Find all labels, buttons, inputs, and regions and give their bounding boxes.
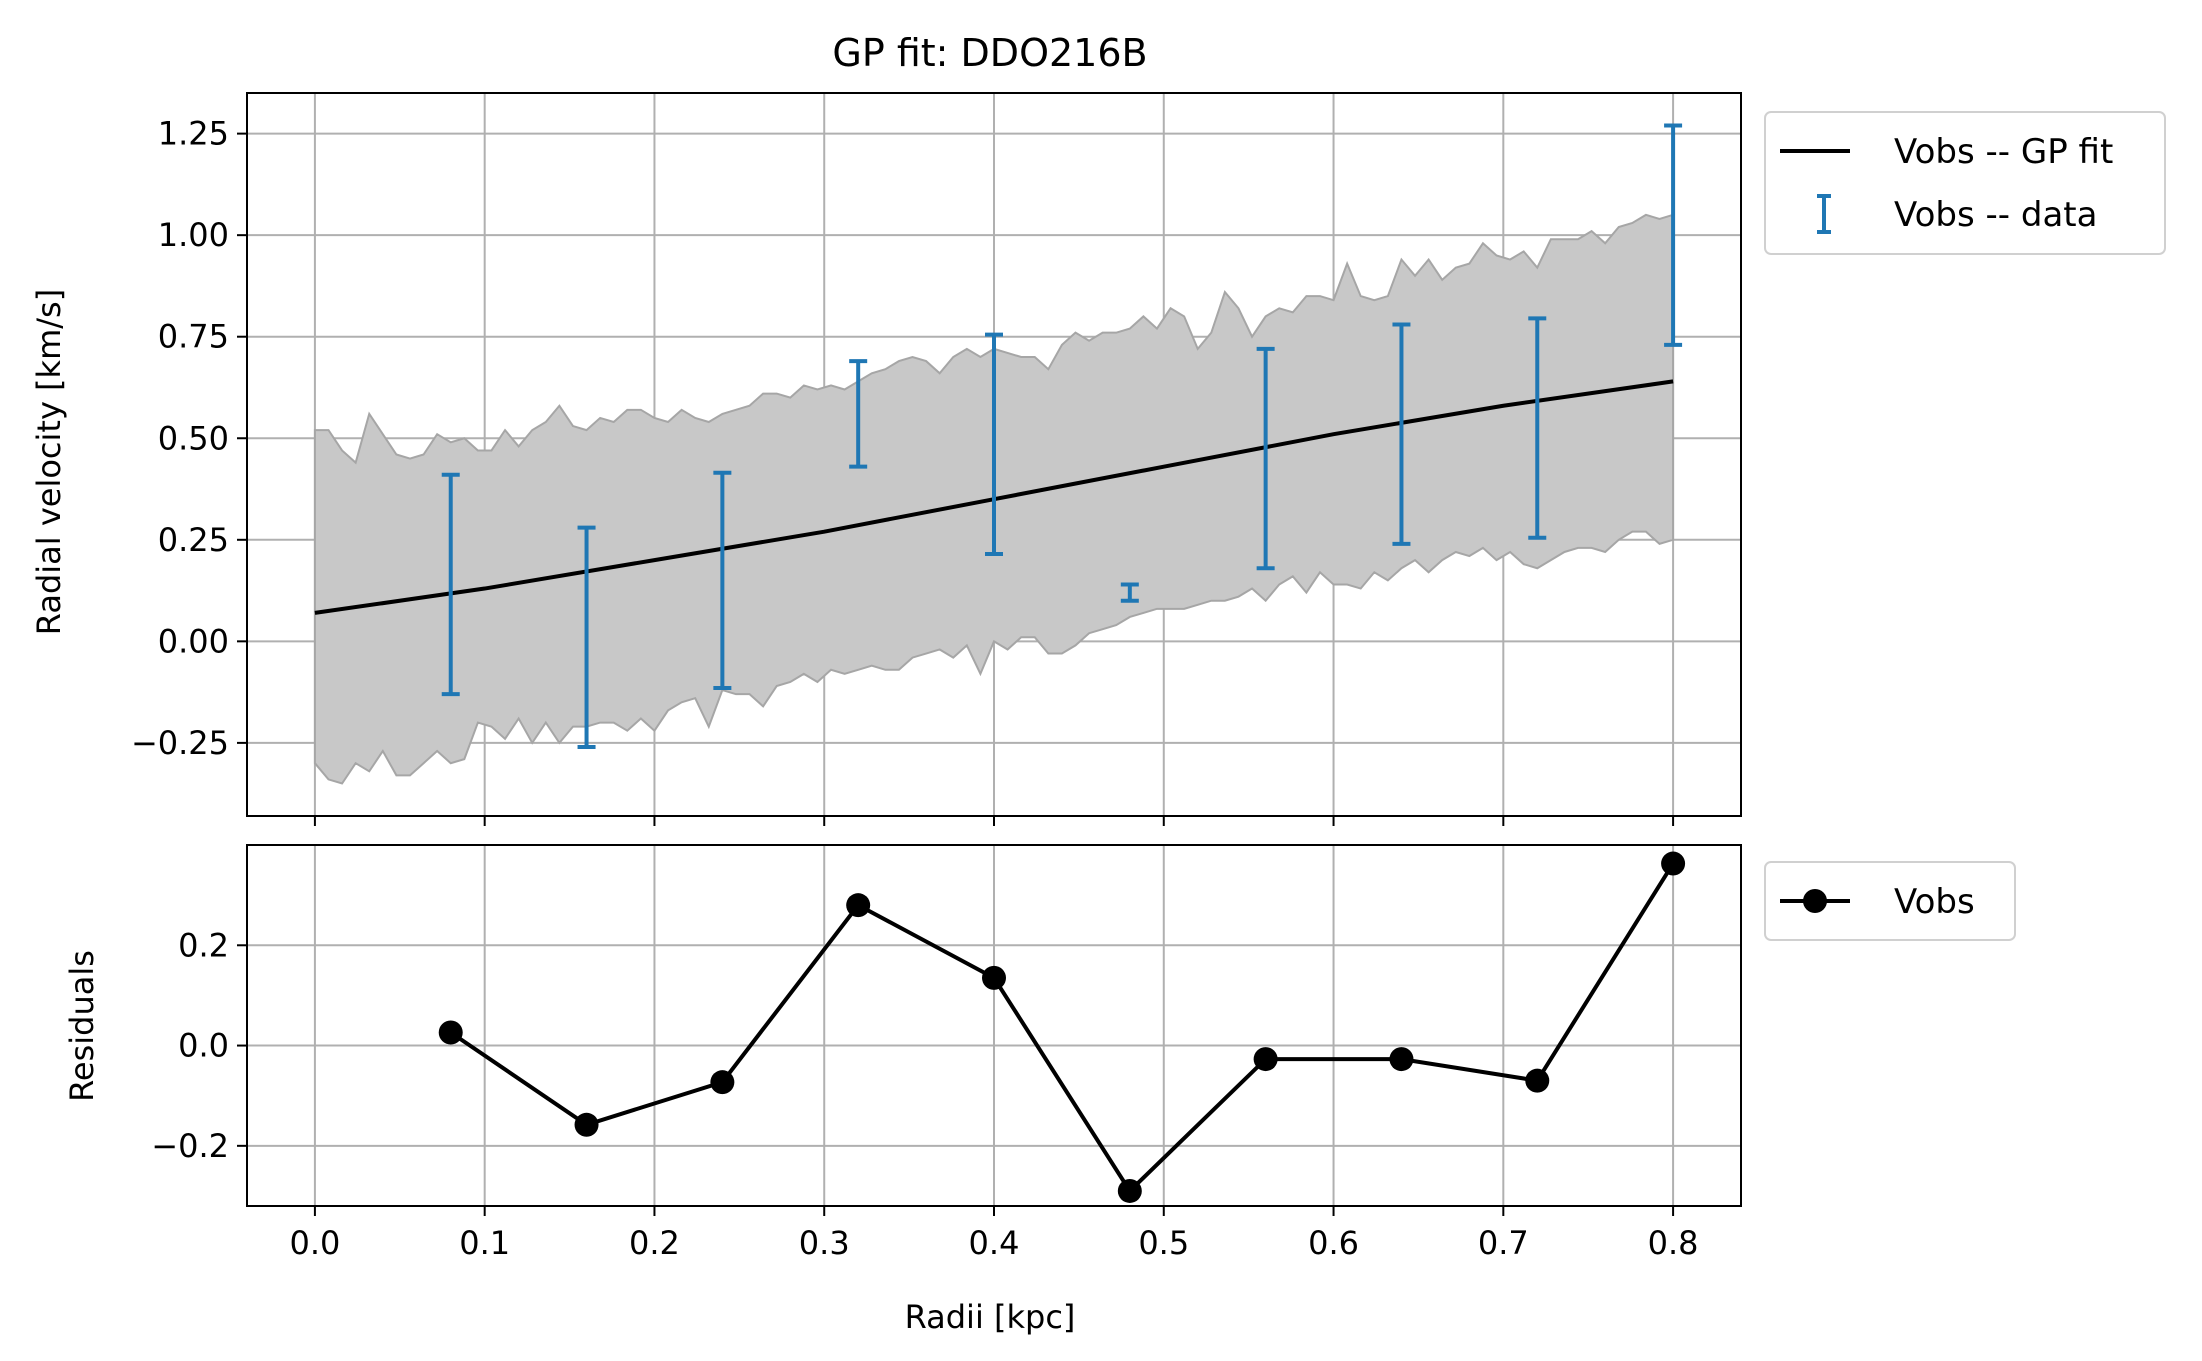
top-y-tick-label: 1.25 bbox=[158, 115, 229, 153]
residual-point bbox=[438, 1020, 463, 1045]
bottom-x-tick-label: 0.6 bbox=[1308, 1224, 1359, 1262]
legend-data-swatch bbox=[1817, 194, 1831, 234]
errorbar bbox=[1664, 123, 1683, 347]
bottom-residual-markers bbox=[438, 851, 1686, 1203]
bottom-legend-box bbox=[1764, 861, 2016, 941]
residual-point bbox=[982, 965, 1006, 990]
bottom-grid bbox=[247, 845, 1741, 1206]
residual-point bbox=[710, 1070, 735, 1095]
top-legend: Vobs -- GP fit Vobs -- data bbox=[1764, 111, 2166, 255]
residual-point bbox=[1661, 851, 1686, 876]
top-panel: GP fit: DDO216B −0.25 0.00 0.25 0.50 0.75 1.0… bbox=[30, 31, 2166, 826]
errorbar bbox=[1256, 346, 1275, 571]
bottom-y-axis-label: Residuals bbox=[63, 950, 101, 1102]
top-y-tick-label: −0.25 bbox=[131, 724, 229, 762]
chart-title: GP fit: DDO216B bbox=[832, 31, 1147, 75]
bottom-y-ticks: −0.2 0.0 0.2 bbox=[151, 926, 247, 1165]
top-y-tick-label: 0.25 bbox=[158, 521, 229, 559]
bottom-x-tick-label: 0.7 bbox=[1478, 1224, 1529, 1262]
residual-point bbox=[1389, 1047, 1414, 1072]
bottom-y-tick-label: 0.0 bbox=[178, 1027, 229, 1065]
legend-vobs-swatch-marker bbox=[1803, 889, 1827, 913]
bottom-x-tick-label: 0.8 bbox=[1648, 1224, 1699, 1262]
errorbar bbox=[713, 470, 732, 691]
top-y-tick-label: 0.75 bbox=[158, 318, 229, 356]
bottom-x-tick-label: 0.4 bbox=[969, 1224, 1020, 1262]
errorbar bbox=[1528, 316, 1547, 540]
residual-line bbox=[449, 862, 1675, 1195]
residual-point bbox=[1253, 1047, 1278, 1072]
top-y-ticks: −0.25 0.00 0.25 0.50 0.75 1.00 1.25 bbox=[131, 115, 247, 762]
residual-point bbox=[1525, 1068, 1550, 1093]
residual-point bbox=[846, 893, 871, 918]
bottom-y-tick-label: 0.2 bbox=[178, 926, 229, 964]
errorbar bbox=[577, 525, 596, 749]
top-errorbars bbox=[441, 123, 1683, 749]
bottom-panel: −0.2 0.0 0.2 0.0 0.1 0.2 0.3 0.4 0.5 0.6 0.7 0.8 R… bbox=[63, 844, 2016, 1336]
errorbar bbox=[1120, 582, 1139, 603]
bottom-x-tick-label: 0.0 bbox=[289, 1224, 340, 1262]
errorbar bbox=[985, 332, 1003, 557]
top-y-axis-label: Radial velocity [km/s] bbox=[30, 289, 68, 635]
top-x-ticks bbox=[313, 816, 1675, 826]
x-axis-label: Radii [kpc] bbox=[905, 1298, 1076, 1336]
legend-gp-fit-label: Vobs -- GP fit bbox=[1894, 132, 2113, 172]
bottom-x-tick-label: 0.5 bbox=[1138, 1224, 1189, 1262]
top-y-tick-label: 1.00 bbox=[158, 216, 229, 254]
bottom-x-tick-label: 0.1 bbox=[459, 1224, 510, 1262]
bottom-residual-line bbox=[449, 862, 1675, 1195]
residual-point bbox=[574, 1112, 599, 1137]
top-y-tick-label: 0.00 bbox=[158, 622, 229, 660]
errorbar bbox=[441, 472, 460, 697]
legend-data-label: Vobs -- data bbox=[1894, 195, 2097, 235]
bottom-x-tick-label: 0.3 bbox=[799, 1224, 850, 1262]
bottom-x-tick-label: 0.2 bbox=[629, 1224, 680, 1262]
residual-point bbox=[1117, 1178, 1142, 1203]
bottom-legend: Vobs bbox=[1764, 861, 2016, 941]
errorbar bbox=[1392, 322, 1411, 546]
errorbar bbox=[849, 359, 868, 469]
top-legend-box bbox=[1764, 111, 2166, 255]
legend-vobs-label: Vobs bbox=[1894, 882, 1975, 922]
top-y-tick-label: 0.50 bbox=[158, 419, 229, 457]
bottom-y-tick-label: −0.2 bbox=[151, 1127, 229, 1165]
bottom-x-ticks: 0.0 0.1 0.2 0.3 0.4 0.5 0.6 0.7 0.8 bbox=[289, 1206, 1699, 1262]
